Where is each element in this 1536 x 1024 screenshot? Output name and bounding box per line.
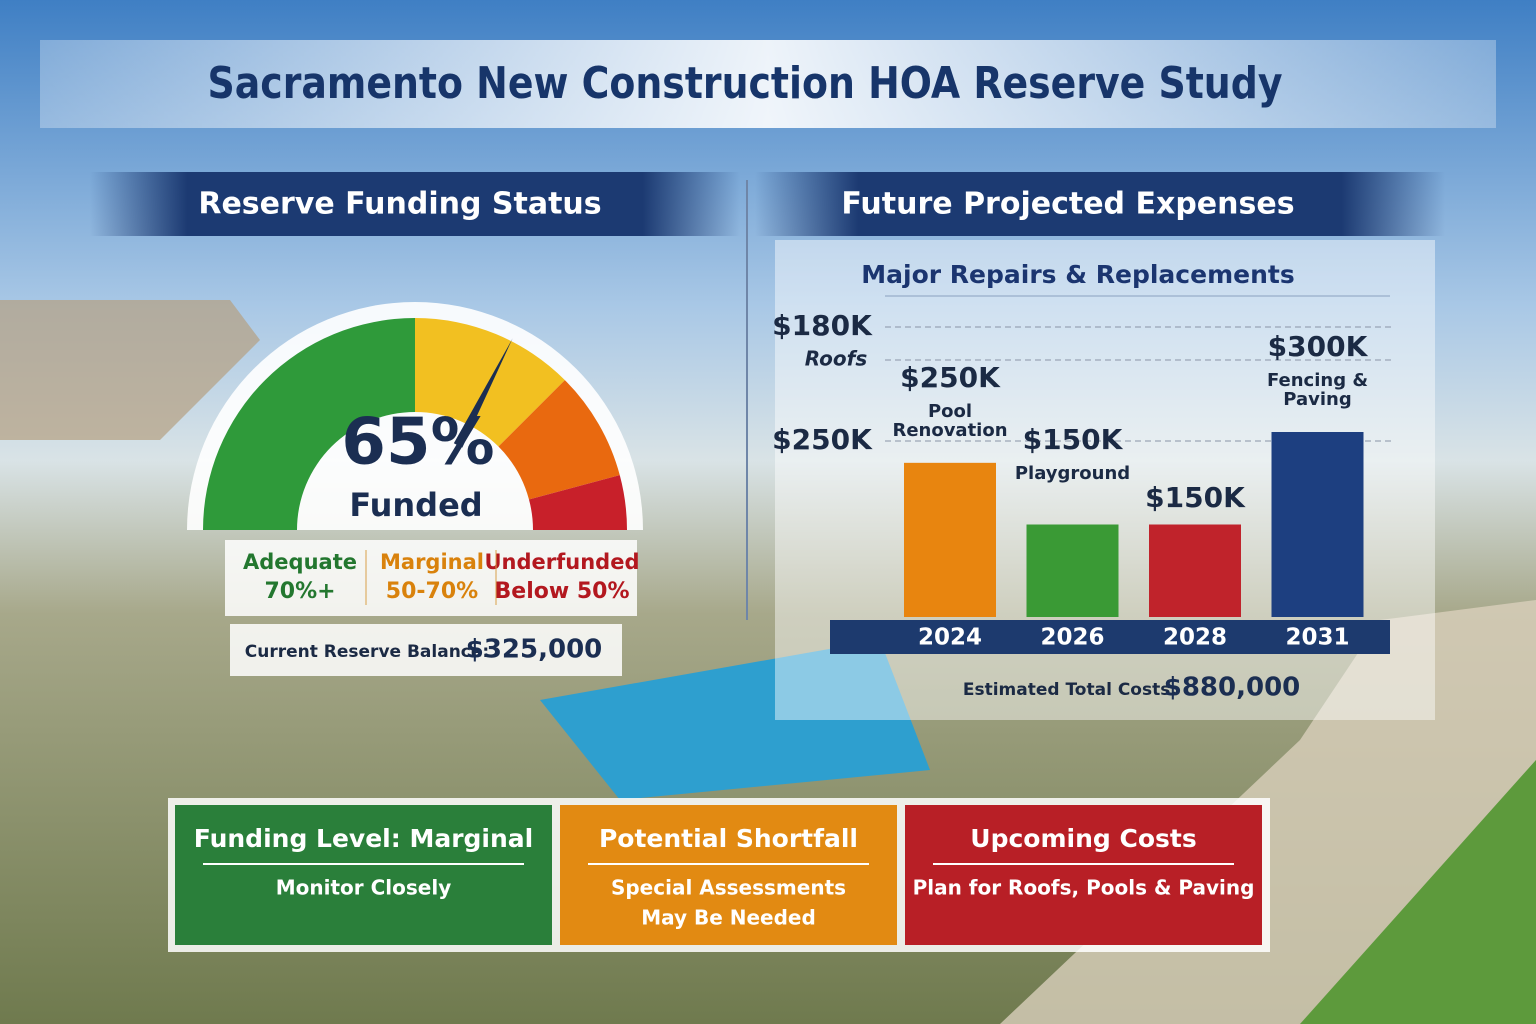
axis-note: Roofs: [805, 347, 868, 371]
bar: [1026, 524, 1119, 617]
gauge-value: 65%: [341, 406, 494, 480]
value-label: $150K: [1145, 480, 1245, 514]
gauge-band: [498, 380, 620, 500]
gauge-caption: Funded: [349, 486, 482, 524]
zone-range: 70%+: [264, 579, 335, 604]
card-title: Upcoming Costs: [970, 824, 1196, 853]
heading-banner: [755, 172, 1445, 236]
x-tick-label: 2028: [1163, 625, 1227, 651]
bar-note: Pool Renovation: [892, 400, 1008, 441]
x-axis-band: [830, 620, 1390, 654]
gauge-band: [203, 318, 415, 530]
section-heading: Future Projected Expenses: [841, 187, 1294, 222]
card-text: May Be Needed: [641, 906, 816, 930]
axis-label: $180K: [772, 309, 873, 342]
bar: [1149, 524, 1241, 617]
total-label: Estimated Total Costs:: [963, 680, 1177, 700]
balance-value: $325,000: [466, 635, 603, 665]
axis-label: $250K: [772, 423, 873, 456]
zone-name: Marginal: [380, 550, 484, 574]
gauge-band: [528, 475, 627, 530]
x-tick-label: 2026: [1040, 625, 1104, 651]
balance-label: Current Reserve Balance:: [245, 642, 489, 662]
card: [905, 805, 1262, 945]
zone-range: 50-70%: [386, 579, 478, 604]
pool: [540, 640, 930, 800]
balance-panel: [230, 624, 622, 676]
gauge-needle: [453, 338, 513, 448]
card-title: Potential Shortfall: [599, 824, 858, 853]
title-banner: [40, 40, 1496, 128]
bar-note: Playground: [1014, 462, 1131, 484]
bar: [1271, 432, 1364, 617]
value-label: $150K: [1022, 422, 1123, 456]
title: Sacramento New Construction HOA Reserve …: [208, 58, 1283, 109]
card: [175, 805, 552, 945]
x-tick-label: 2024: [918, 625, 982, 651]
section-heading: Reserve Funding Status: [198, 187, 601, 222]
cards: Funding Level: Marginal Monitor Closely Po…: [168, 798, 1270, 952]
card-title: Funding Level: Marginal: [194, 824, 533, 853]
card: [560, 805, 897, 945]
zone-range: Below 50%: [495, 579, 630, 604]
value-label: $250K: [900, 360, 1000, 394]
card-text: Monitor Closely: [276, 876, 452, 900]
card-text: Plan for Roofs, Pools & Paving: [913, 876, 1255, 900]
bar-note: Fencing & Paving: [1266, 370, 1369, 410]
value-label: $300K: [1267, 330, 1368, 363]
chart-subtitle: Major Repairs & Replacements: [861, 260, 1294, 289]
bar-chart: $180K Roofs $250K 2024 2026 2028 2031 Estimated…: [772, 309, 1395, 703]
zone-name: Adequate: [243, 550, 357, 574]
card-text: Special Assessments: [611, 876, 846, 900]
heading-banner: [90, 172, 740, 236]
gauge: 65% Funded Adequate 70%+ Marginal 50-70% Under…: [187, 302, 643, 676]
bar: [904, 462, 996, 617]
total-value: $880,000: [1164, 673, 1301, 703]
legend-panel: [225, 540, 637, 616]
x-tick-label: 2031: [1285, 625, 1349, 651]
house: [0, 300, 260, 440]
lawn: [1300, 760, 1536, 1024]
zone-name: Underfunded: [485, 550, 640, 574]
